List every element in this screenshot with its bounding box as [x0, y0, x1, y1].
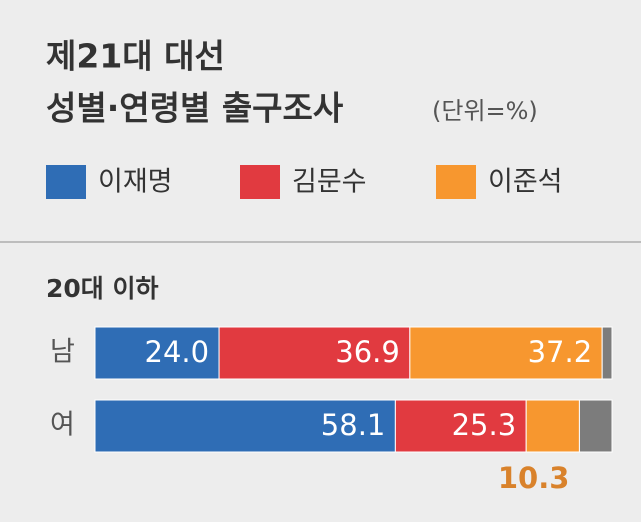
legend-swatch — [240, 165, 280, 199]
legend-swatch — [46, 165, 86, 199]
bar-segment — [601, 326, 613, 380]
legend-label: 이준석 — [488, 167, 563, 198]
bar-segment — [94, 326, 220, 380]
legend-label: 김문수 — [292, 167, 367, 198]
value-label: 10.3 — [498, 461, 570, 495]
bar-segment — [409, 326, 603, 380]
legend-swatch — [436, 165, 476, 199]
bar-segment — [578, 399, 613, 453]
value-label: 58.1 — [321, 408, 386, 442]
legend-label: 이재명 — [98, 167, 173, 198]
bar-segment — [525, 399, 580, 453]
value-label: 25.3 — [452, 408, 517, 442]
bar-segment — [94, 399, 396, 453]
category-label: 남 — [50, 337, 75, 368]
bar-segment — [218, 326, 411, 380]
category-label: 여 — [50, 410, 75, 441]
value-label: 37.2 — [528, 335, 593, 369]
chart-title: 제21대 대선 — [46, 37, 225, 76]
value-label: 36.9 — [335, 335, 400, 369]
bar-segment — [394, 399, 527, 453]
unit-note: (단위=%) — [432, 97, 538, 125]
group-label: 20대 이하 — [46, 274, 159, 303]
chart-subtitle: 성별·연령별 출구조사 — [46, 89, 344, 128]
value-label: 24.0 — [145, 335, 210, 369]
